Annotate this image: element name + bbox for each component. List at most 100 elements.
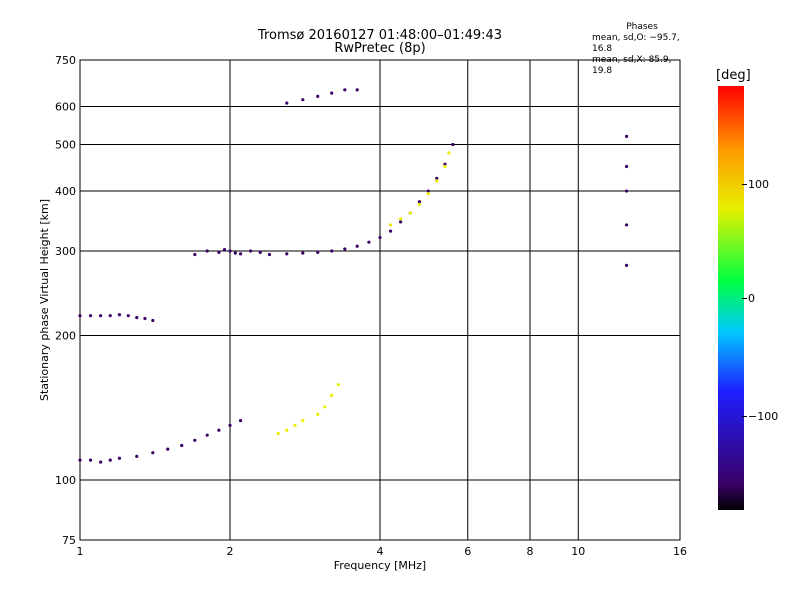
plot-frame bbox=[79, 59, 681, 541]
data-point bbox=[78, 458, 82, 462]
data-point bbox=[399, 217, 403, 221]
x-tick-label: 16 bbox=[673, 545, 687, 558]
data-point bbox=[316, 412, 320, 417]
data-point bbox=[205, 249, 209, 253]
data-point bbox=[205, 433, 209, 437]
data-point bbox=[316, 94, 320, 98]
data-point bbox=[217, 250, 221, 255]
data-point bbox=[355, 244, 359, 248]
data-point bbox=[117, 456, 122, 460]
data-point bbox=[343, 247, 347, 251]
data-point bbox=[301, 418, 305, 423]
data-point bbox=[180, 443, 184, 448]
data-point bbox=[443, 162, 447, 166]
x-tick-label: 6 bbox=[464, 545, 471, 558]
x-tick-label: 1 bbox=[77, 545, 84, 558]
colorbar-tick-0: 0 bbox=[742, 292, 755, 305]
data-point bbox=[143, 316, 147, 321]
data-point bbox=[408, 211, 412, 215]
data-point bbox=[276, 431, 280, 436]
data-point bbox=[343, 88, 347, 92]
data-point bbox=[267, 252, 272, 257]
data-point bbox=[108, 458, 112, 462]
data-point bbox=[388, 229, 393, 233]
data-point bbox=[238, 252, 243, 256]
data-point bbox=[258, 250, 262, 255]
data-point bbox=[293, 423, 297, 427]
phase-colorbar bbox=[718, 86, 744, 510]
data-point bbox=[88, 314, 93, 318]
data-point bbox=[417, 202, 422, 207]
data-point bbox=[78, 314, 82, 318]
y-tick-label: 100 bbox=[55, 474, 76, 487]
data-point bbox=[108, 314, 112, 318]
data-point bbox=[417, 200, 422, 204]
data-point bbox=[233, 251, 237, 255]
data-point bbox=[316, 250, 320, 255]
x-tick-label: 10 bbox=[571, 545, 585, 558]
chart-subtitle: RwPretec (8p) bbox=[334, 41, 426, 56]
data-point bbox=[330, 249, 334, 253]
data-point bbox=[238, 418, 243, 423]
data-point bbox=[330, 393, 334, 398]
data-point bbox=[447, 151, 451, 155]
chart-title: Tromsø 20160127 01:48:00–01:49:43 bbox=[257, 28, 503, 43]
data-point bbox=[624, 189, 629, 193]
data-point bbox=[624, 263, 629, 267]
data-point bbox=[217, 428, 221, 432]
data-point bbox=[222, 248, 227, 252]
colorbar-unit: [deg] bbox=[716, 68, 751, 83]
data-point bbox=[388, 223, 393, 227]
phase-stats-o: mean, sd,O: −95.7, 16.8 bbox=[592, 33, 680, 54]
data-point bbox=[355, 88, 359, 92]
data-point bbox=[135, 454, 139, 459]
data-point bbox=[378, 235, 382, 240]
data-point bbox=[323, 405, 327, 409]
data-point bbox=[126, 314, 130, 318]
data-point bbox=[301, 98, 305, 102]
x-tick-label: 2 bbox=[227, 545, 234, 558]
data-point bbox=[135, 315, 139, 320]
y-tick-label: 600 bbox=[55, 101, 76, 114]
data-point bbox=[285, 428, 289, 432]
data-point bbox=[285, 101, 289, 105]
data-point bbox=[151, 451, 155, 455]
data-point bbox=[443, 164, 447, 169]
data-point bbox=[99, 460, 103, 464]
y-tick-label: 75 bbox=[62, 534, 76, 547]
x-tick-label: 4 bbox=[377, 545, 384, 558]
data-point bbox=[624, 134, 629, 138]
data-point bbox=[451, 142, 455, 147]
data-point bbox=[435, 179, 439, 183]
data-point bbox=[330, 91, 334, 95]
data-point bbox=[99, 314, 103, 318]
data-point bbox=[426, 189, 430, 193]
data-point bbox=[426, 192, 430, 196]
data-point bbox=[228, 423, 232, 427]
data-point bbox=[285, 252, 289, 256]
y-tick-label: 750 bbox=[55, 54, 76, 67]
x-tick-label: 8 bbox=[527, 545, 534, 558]
colorbar-tick-minus-100: −100 bbox=[741, 410, 779, 423]
phase-stats-heading: Phases bbox=[626, 22, 658, 32]
data-point bbox=[435, 176, 439, 181]
x-axis-label: Frequency [MHz] bbox=[334, 559, 426, 572]
colorbar-tick-100: 100 bbox=[742, 178, 769, 191]
data-point bbox=[166, 447, 170, 451]
data-point bbox=[367, 240, 371, 244]
data-point bbox=[88, 458, 93, 462]
data-point bbox=[249, 249, 253, 253]
y-tick-label: 200 bbox=[55, 330, 76, 343]
data-point bbox=[117, 313, 122, 317]
y-tick-label: 300 bbox=[55, 245, 76, 258]
data-point bbox=[193, 252, 197, 257]
data-point bbox=[151, 318, 155, 323]
y-tick-label: 500 bbox=[55, 139, 76, 152]
data-point bbox=[336, 383, 340, 387]
data-point bbox=[399, 220, 403, 224]
data-point bbox=[624, 223, 629, 227]
data-point bbox=[193, 438, 197, 442]
data-point bbox=[228, 249, 232, 253]
data-point bbox=[624, 164, 629, 169]
